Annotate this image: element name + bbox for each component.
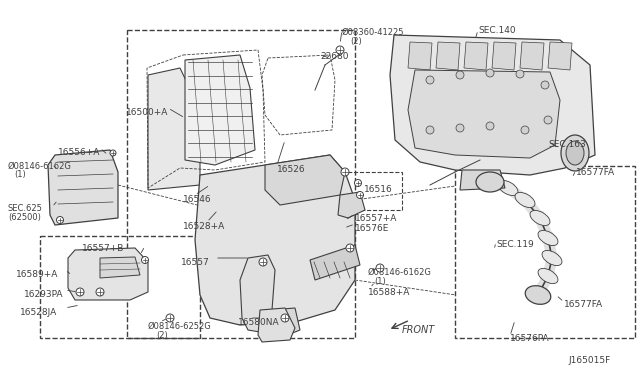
Polygon shape: [48, 150, 118, 225]
Text: 16576PA: 16576PA: [510, 334, 550, 343]
Polygon shape: [195, 155, 355, 325]
Text: SEC.119: SEC.119: [496, 240, 534, 249]
Ellipse shape: [566, 141, 584, 165]
Text: 16589+A: 16589+A: [16, 270, 58, 279]
Circle shape: [56, 217, 63, 224]
Circle shape: [456, 71, 464, 79]
Text: 16577FA: 16577FA: [576, 168, 615, 177]
Text: 16557: 16557: [181, 258, 210, 267]
Polygon shape: [548, 42, 572, 70]
Circle shape: [96, 288, 104, 296]
Text: SEC.140: SEC.140: [478, 26, 516, 35]
Bar: [330, 172, 402, 210]
Ellipse shape: [515, 192, 535, 208]
Circle shape: [456, 124, 464, 132]
Ellipse shape: [480, 174, 500, 190]
Text: 22680: 22680: [320, 52, 349, 61]
Polygon shape: [240, 255, 275, 332]
Text: 16556+A: 16556+A: [58, 148, 100, 157]
Ellipse shape: [542, 250, 562, 266]
Text: Ø08146-6162G: Ø08146-6162G: [8, 162, 72, 171]
Polygon shape: [464, 42, 488, 70]
Circle shape: [336, 46, 344, 54]
Ellipse shape: [530, 211, 550, 225]
Text: (1): (1): [14, 170, 26, 179]
Circle shape: [281, 314, 289, 322]
Polygon shape: [258, 308, 295, 342]
Circle shape: [521, 126, 529, 134]
Text: SEC.163: SEC.163: [548, 140, 586, 149]
Text: (1): (1): [374, 277, 386, 286]
Text: 16516: 16516: [364, 185, 393, 194]
Polygon shape: [408, 42, 432, 70]
Circle shape: [516, 70, 524, 78]
Polygon shape: [338, 192, 365, 218]
Text: Ø08146-6252G: Ø08146-6252G: [148, 322, 212, 331]
Polygon shape: [436, 42, 460, 70]
Ellipse shape: [561, 135, 589, 171]
Circle shape: [486, 69, 494, 77]
Circle shape: [166, 314, 174, 322]
Circle shape: [355, 180, 362, 186]
Polygon shape: [492, 42, 516, 70]
Circle shape: [259, 258, 267, 266]
Text: 16588+A: 16588+A: [368, 288, 410, 297]
Text: FRONT: FRONT: [402, 325, 435, 335]
Polygon shape: [408, 70, 560, 158]
Circle shape: [544, 116, 552, 124]
Text: 16546: 16546: [183, 195, 212, 204]
Text: 16528JA: 16528JA: [20, 308, 57, 317]
Text: 16526: 16526: [277, 165, 306, 174]
Circle shape: [541, 81, 549, 89]
Circle shape: [76, 288, 84, 296]
Polygon shape: [460, 170, 505, 190]
Text: SEC.625: SEC.625: [8, 204, 43, 213]
Polygon shape: [310, 245, 360, 280]
Text: (62500): (62500): [8, 213, 41, 222]
Circle shape: [426, 126, 434, 134]
Polygon shape: [185, 55, 255, 165]
Bar: [127, 30, 355, 338]
Text: 16577FA: 16577FA: [564, 300, 603, 309]
Polygon shape: [390, 35, 595, 175]
Circle shape: [486, 122, 494, 130]
Text: (2): (2): [156, 331, 168, 340]
Ellipse shape: [538, 230, 558, 246]
Text: 16528+A: 16528+A: [183, 222, 225, 231]
Polygon shape: [260, 308, 300, 338]
Circle shape: [356, 192, 364, 199]
Ellipse shape: [525, 286, 551, 304]
Circle shape: [341, 168, 349, 176]
Polygon shape: [100, 257, 140, 278]
Circle shape: [346, 244, 354, 252]
Circle shape: [426, 76, 434, 84]
Circle shape: [110, 150, 116, 156]
Text: (2): (2): [350, 37, 362, 46]
Text: 16557+A: 16557+A: [355, 214, 397, 223]
Text: 16500+A: 16500+A: [125, 108, 168, 117]
Ellipse shape: [538, 269, 558, 283]
Bar: [455, 166, 635, 338]
Ellipse shape: [476, 172, 504, 192]
Ellipse shape: [498, 180, 518, 196]
Text: Ø08360-41225: Ø08360-41225: [342, 28, 404, 37]
Circle shape: [376, 264, 384, 272]
Polygon shape: [68, 248, 148, 300]
Polygon shape: [520, 42, 544, 70]
Polygon shape: [148, 68, 200, 190]
Text: 16557+B: 16557+B: [82, 244, 124, 253]
Text: 16293PA: 16293PA: [24, 290, 63, 299]
Circle shape: [141, 257, 148, 263]
Text: Ø08146-6162G: Ø08146-6162G: [368, 268, 432, 277]
Text: 16576E: 16576E: [355, 224, 389, 233]
Bar: [40, 236, 200, 338]
Ellipse shape: [528, 288, 548, 302]
Text: J165015F: J165015F: [568, 356, 611, 365]
Polygon shape: [265, 155, 345, 205]
Text: 16580NA: 16580NA: [238, 318, 280, 327]
